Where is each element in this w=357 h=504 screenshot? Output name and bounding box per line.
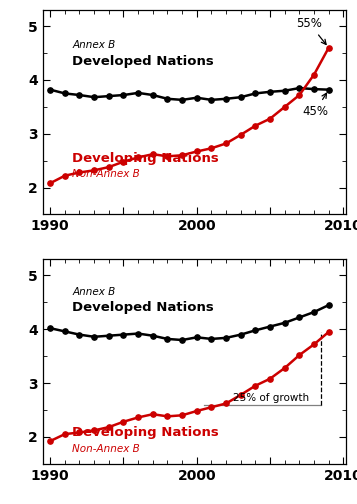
Text: Developing Nations: Developing Nations: [72, 152, 219, 165]
Text: Non-Annex B: Non-Annex B: [72, 444, 140, 454]
Text: Annex B: Annex B: [72, 287, 115, 297]
Text: Developing Nations: Developing Nations: [72, 426, 219, 439]
Text: 25% of growth: 25% of growth: [233, 393, 310, 403]
Text: Developed Nations: Developed Nations: [72, 301, 214, 314]
Text: 55%: 55%: [296, 17, 326, 44]
Text: 45%: 45%: [302, 93, 328, 117]
Text: Non-Annex B: Non-Annex B: [72, 169, 140, 179]
Text: Developed Nations: Developed Nations: [72, 55, 214, 68]
Text: Annex B: Annex B: [72, 40, 115, 50]
